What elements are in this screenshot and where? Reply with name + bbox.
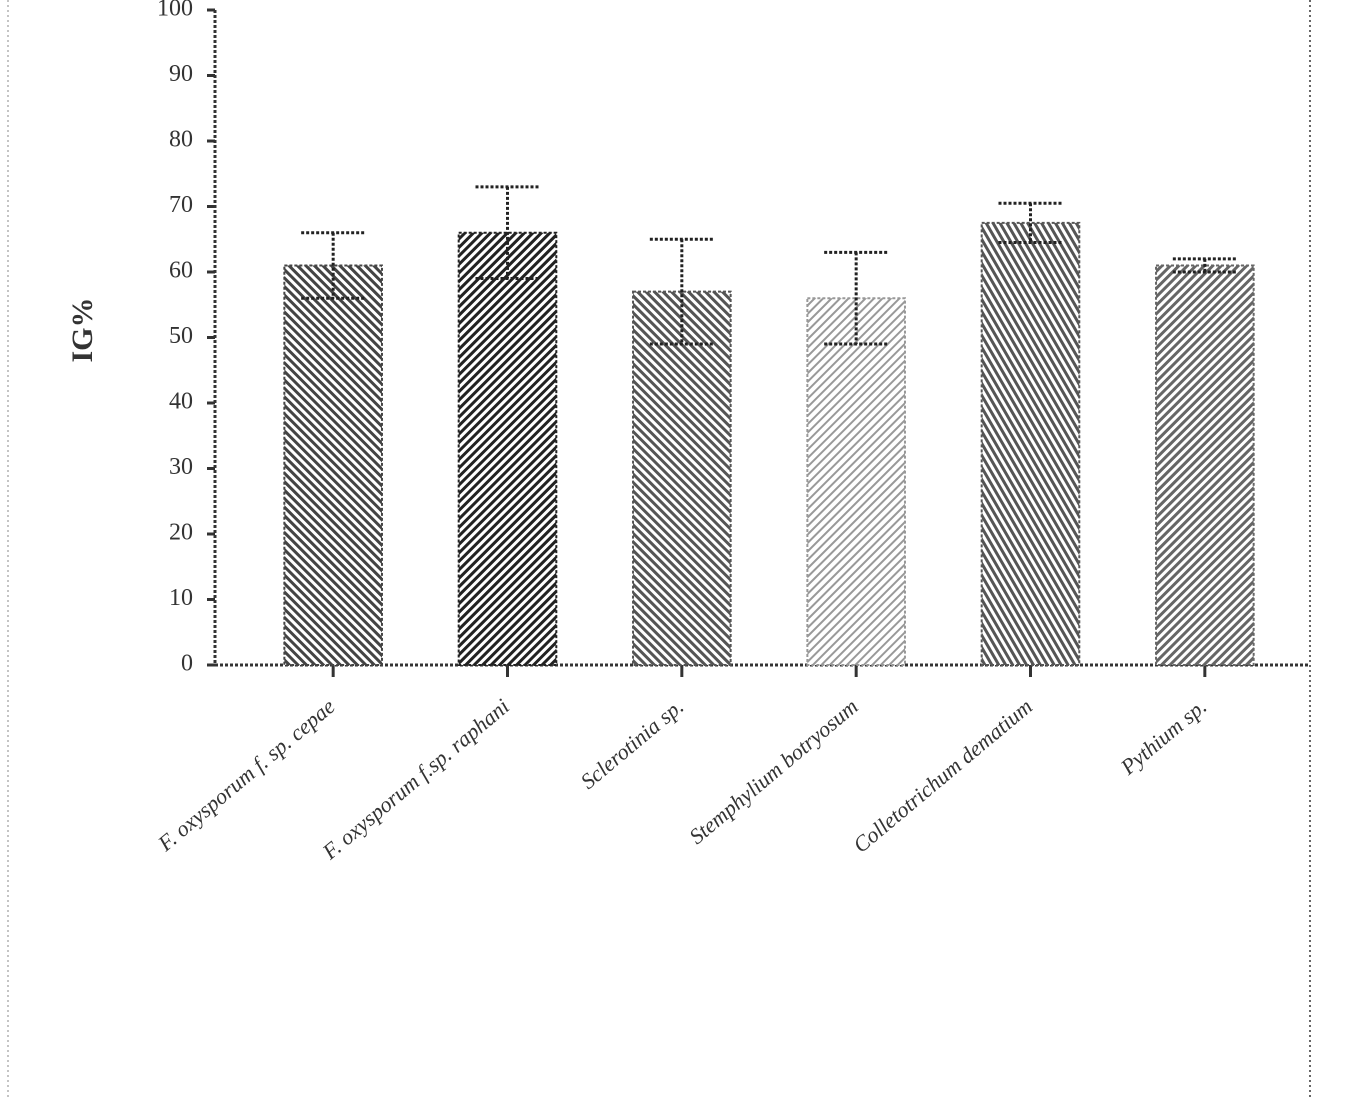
y-axis-label: IG% <box>66 297 99 362</box>
bar <box>982 223 1080 665</box>
y-tick-label: 30 <box>169 454 193 480</box>
y-tick-label: 50 <box>169 323 193 349</box>
y-tick-label: 60 <box>169 258 193 284</box>
bar <box>459 233 557 665</box>
y-tick-label: 90 <box>169 61 193 87</box>
bar <box>807 298 905 665</box>
bar <box>633 292 731 665</box>
y-tick-label: 40 <box>169 389 193 415</box>
y-tick-label: 80 <box>169 127 193 153</box>
x-tick-label: Colletotrichum dematium <box>848 694 1037 858</box>
y-tick-label: 20 <box>169 520 193 546</box>
x-tick-label: F. oxysporum f.sp. raphani <box>317 694 514 865</box>
y-tick-label: 100 <box>157 0 193 22</box>
y-tick-label: 0 <box>181 651 193 677</box>
y-tick-label: 10 <box>169 585 193 611</box>
x-tick-label: F. oxysporum f. sp. cepae <box>152 693 340 856</box>
y-tick-label: 70 <box>169 192 193 218</box>
x-tick-label: Stemphylium botryosum <box>684 694 862 849</box>
x-tick-label: Pythium sp. <box>1115 694 1211 781</box>
x-tick-label: Sclerotinia sp. <box>575 694 688 794</box>
bar <box>284 265 382 665</box>
bar <box>1156 265 1254 665</box>
